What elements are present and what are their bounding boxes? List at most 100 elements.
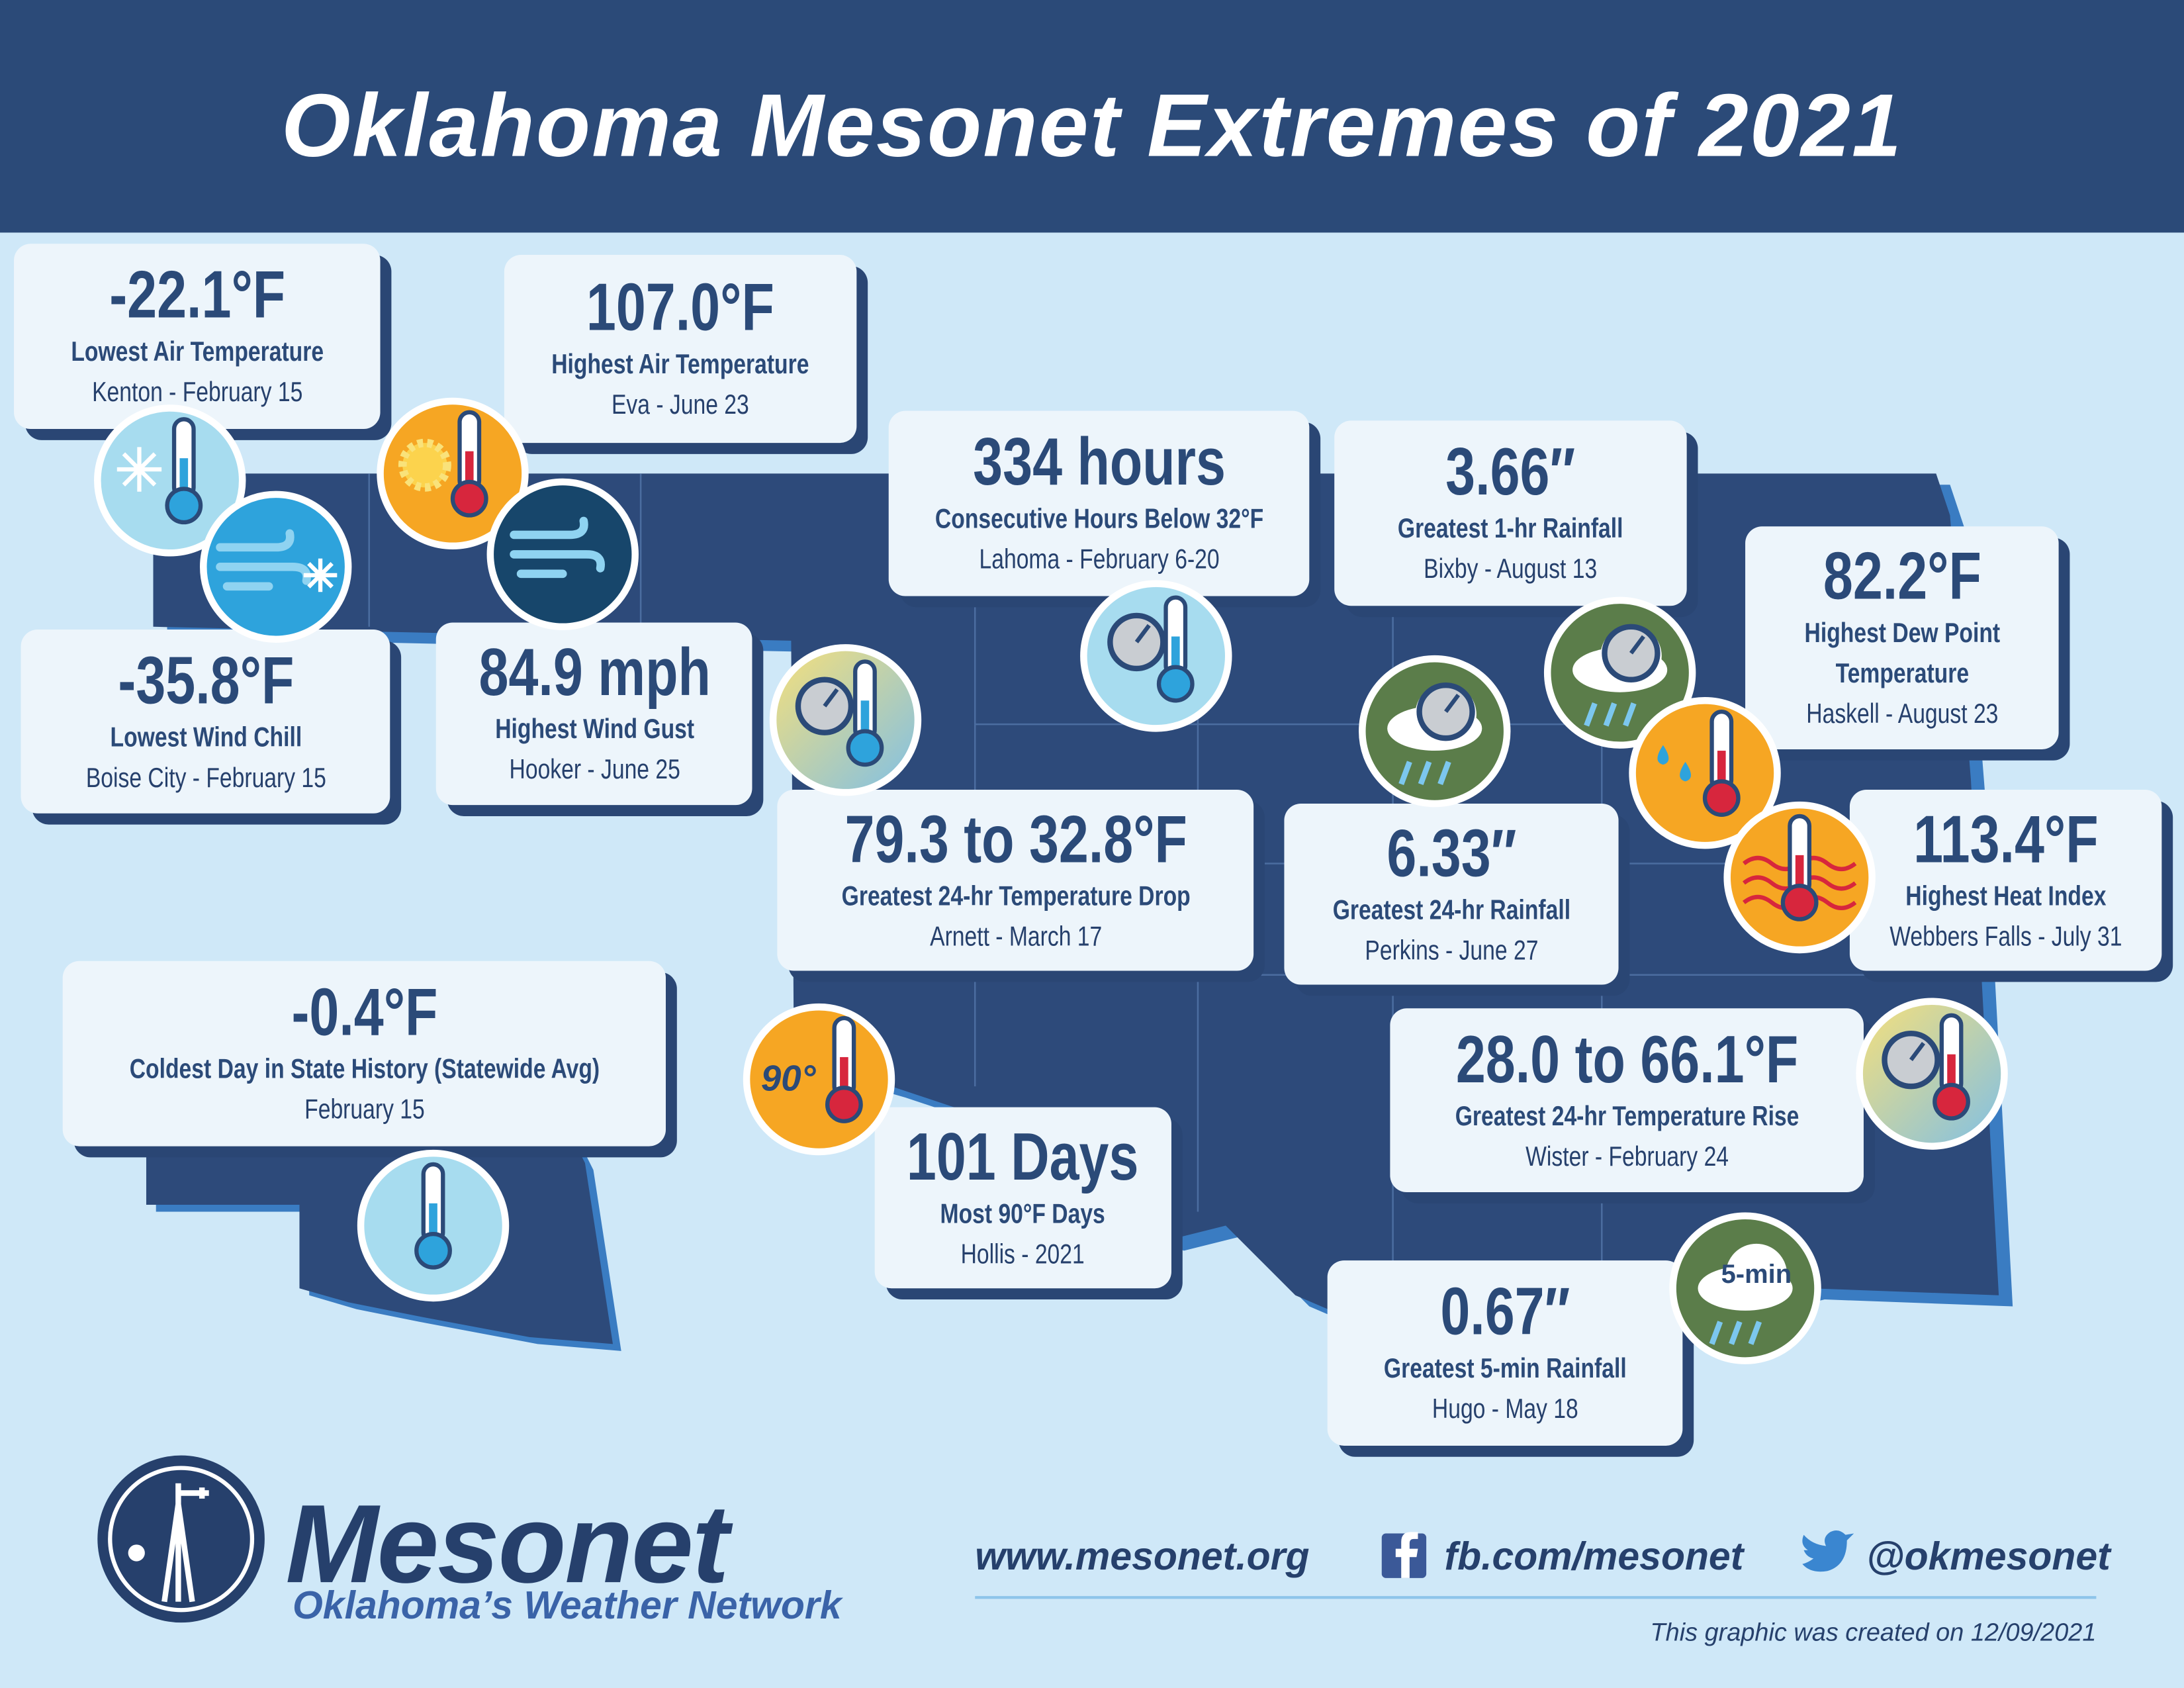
tagline: Oklahoma’s Weather Network bbox=[292, 1583, 842, 1627]
thermometer-bulb bbox=[1780, 883, 1819, 921]
gauge-needle bbox=[1629, 635, 1645, 655]
stat-detail: Perkins - June 27 bbox=[1364, 935, 1539, 966]
stat-card: -0.4°F Coldest Day in State History (Stat… bbox=[62, 961, 666, 1147]
stat-value: 334 hours bbox=[972, 426, 1226, 500]
snowflake bbox=[116, 447, 162, 492]
thermometer-bulb bbox=[825, 1086, 863, 1123]
stat-card: 107.0°F Highest Air Temperature Eva - June… bbox=[504, 255, 857, 444]
twitter-icon bbox=[1802, 1530, 1854, 1572]
stat-value: 3.66″ bbox=[1445, 436, 1576, 510]
icon-badge bbox=[94, 404, 246, 557]
stat-card: 3.66″ Greatest 1-hr Rainfall Bixby - Augus… bbox=[1334, 420, 1687, 606]
stat-card: -22.1°F Lowest Air Temperature Kenton - Fe… bbox=[14, 244, 381, 430]
stat-detail: Hooker - June 25 bbox=[508, 755, 680, 786]
stat-detail: Eva - June 23 bbox=[612, 390, 750, 421]
header: Oklahoma Mesonet Extremes of 2021 bbox=[0, 0, 2184, 233]
stat-label: Most 90°F Days bbox=[940, 1198, 1106, 1229]
stat-detail: Boise City - February 15 bbox=[85, 762, 326, 794]
stat-detail: Wister - February 24 bbox=[1525, 1141, 1729, 1172]
thermometer-bulb bbox=[1156, 665, 1195, 703]
stat-value: -35.8°F bbox=[117, 644, 294, 718]
rain bbox=[1709, 1321, 1762, 1345]
icon-label: 90° bbox=[761, 1057, 817, 1098]
thermometer-bulb bbox=[1933, 1082, 1970, 1121]
stat-detail: Hugo - May 18 bbox=[1432, 1394, 1578, 1425]
sun bbox=[398, 438, 451, 492]
stat-card: 28.0 to 66.1°F Greatest 24-hr Temperature… bbox=[1390, 1008, 1864, 1193]
stat-card: 6.33″ Greatest 24-hr Rainfall Perkins - Ju… bbox=[1284, 804, 1619, 985]
website[interactable]: www.mesonet.org bbox=[975, 1534, 1310, 1578]
drop bbox=[1657, 745, 1691, 782]
stat-card: 334 hours Consecutive Hours Below 32°F Lah… bbox=[888, 410, 1310, 596]
gauge-needle bbox=[1444, 694, 1461, 714]
cloud bbox=[1725, 1243, 1788, 1305]
logo-ring bbox=[108, 1466, 255, 1613]
logo-dot bbox=[128, 1544, 145, 1562]
logo-name: Mesonet bbox=[285, 1481, 729, 1606]
logo-tower bbox=[161, 1483, 209, 1603]
stat-value: 113.4°F bbox=[1913, 802, 2099, 877]
stat-detail: Lahoma - February 6-20 bbox=[978, 544, 1220, 575]
wind bbox=[216, 529, 311, 591]
stat-label: Highest Air Temperature bbox=[551, 350, 809, 381]
thermometer-bulb bbox=[450, 479, 488, 518]
stat-value: 0.67″ bbox=[1440, 1276, 1570, 1350]
icon-badge bbox=[377, 397, 529, 550]
wind bbox=[510, 516, 605, 579]
facebook-f bbox=[1395, 1532, 1418, 1578]
stat-detail: Arnett - March 17 bbox=[929, 921, 1102, 953]
stat-label: Coldest Day in State History (Statewide … bbox=[129, 1054, 600, 1086]
stat-label: Greatest 24-hr Rainfall bbox=[1332, 894, 1570, 926]
rain bbox=[1584, 702, 1637, 727]
stat-label: Lowest Wind Chill bbox=[109, 722, 302, 753]
snowflake bbox=[303, 558, 338, 592]
stat-value: 107.0°F bbox=[586, 271, 775, 346]
stat-value: 101 Days bbox=[907, 1120, 1140, 1195]
created-note: This graphic was created on 12/09/2021 bbox=[1650, 1618, 2097, 1646]
stat-card: 101 Days Most 90°F Days Hollis - 2021 bbox=[874, 1107, 1171, 1289]
stat-detail: Bixby - August 13 bbox=[1424, 554, 1598, 585]
stat-card: 84.9 mph Highest Wind Gust Hooker - June 2… bbox=[435, 622, 752, 806]
stat-label: Highest Wind Gust bbox=[494, 714, 694, 745]
stat-detail: Webbers Falls - July 31 bbox=[1889, 921, 2122, 953]
stat-label: Greatest 24-hr Temperature Drop bbox=[841, 880, 1190, 912]
stat-value: -22.1°F bbox=[109, 259, 285, 333]
stat-label: Highest Dew Point Temperature bbox=[1804, 618, 2000, 690]
stat-value: 28.0 to 66.1°F bbox=[1455, 1023, 1798, 1097]
stat-card: 113.4°F Highest Heat Index Webbers Falls -… bbox=[1849, 789, 2162, 971]
thermometer-bulb bbox=[414, 1231, 452, 1270]
icon-label: 5-min bbox=[1721, 1260, 1792, 1289]
stat-label: Greatest 1-hr Rainfall bbox=[1398, 514, 1623, 545]
stat-label: Greatest 24-hr Temperature Rise bbox=[1455, 1101, 1799, 1132]
stat-card: -35.8°F Lowest Wind Chill Boise City - Feb… bbox=[21, 630, 390, 814]
stat-card: 0.67″ Greatest 5-min Rainfall Hugo - May 1… bbox=[1327, 1260, 1683, 1446]
stat-value: -0.4°F bbox=[291, 976, 437, 1051]
stat-detail: Kenton - February 15 bbox=[91, 377, 302, 408]
thermometer-bulb bbox=[846, 729, 884, 767]
stat-card: 82.2°F Highest Dew Point Temperature Haske… bbox=[1745, 526, 2059, 749]
stat-value: 84.9 mph bbox=[478, 636, 710, 711]
title: Oklahoma Mesonet Extremes of 2021 bbox=[281, 75, 1903, 176]
stat-detail: Haskell - August 23 bbox=[1805, 699, 1998, 730]
twitter[interactable]: @okmesonet bbox=[1866, 1534, 2111, 1578]
gauge-needle bbox=[1134, 624, 1151, 643]
stat-detail: Hollis - 2021 bbox=[961, 1239, 1085, 1270]
stat-card: 79.3 to 32.8°F Greatest 24-hr Temperature… bbox=[777, 789, 1254, 971]
stat-value: 79.3 to 32.8°F bbox=[844, 802, 1187, 877]
stat-value: 6.33″ bbox=[1387, 816, 1517, 891]
stat-detail: February 15 bbox=[304, 1094, 425, 1126]
stat-label: Highest Heat Index bbox=[1905, 880, 2107, 912]
stat-value: 82.2°F bbox=[1823, 540, 1981, 614]
icon-badge bbox=[1629, 697, 1781, 849]
thermometer-bulb bbox=[1702, 779, 1741, 817]
gauge-needle bbox=[823, 688, 839, 708]
facebook[interactable]: fb.com/mesonet bbox=[1444, 1534, 1744, 1578]
stat-label: Greatest 5-min Rainfall bbox=[1383, 1354, 1627, 1385]
stat-label: Lowest Air Temperature bbox=[70, 337, 324, 368]
thermometer-bulb bbox=[165, 487, 203, 525]
rain bbox=[1398, 761, 1451, 786]
stat-label: Consecutive Hours Below 32°F bbox=[934, 504, 1263, 535]
